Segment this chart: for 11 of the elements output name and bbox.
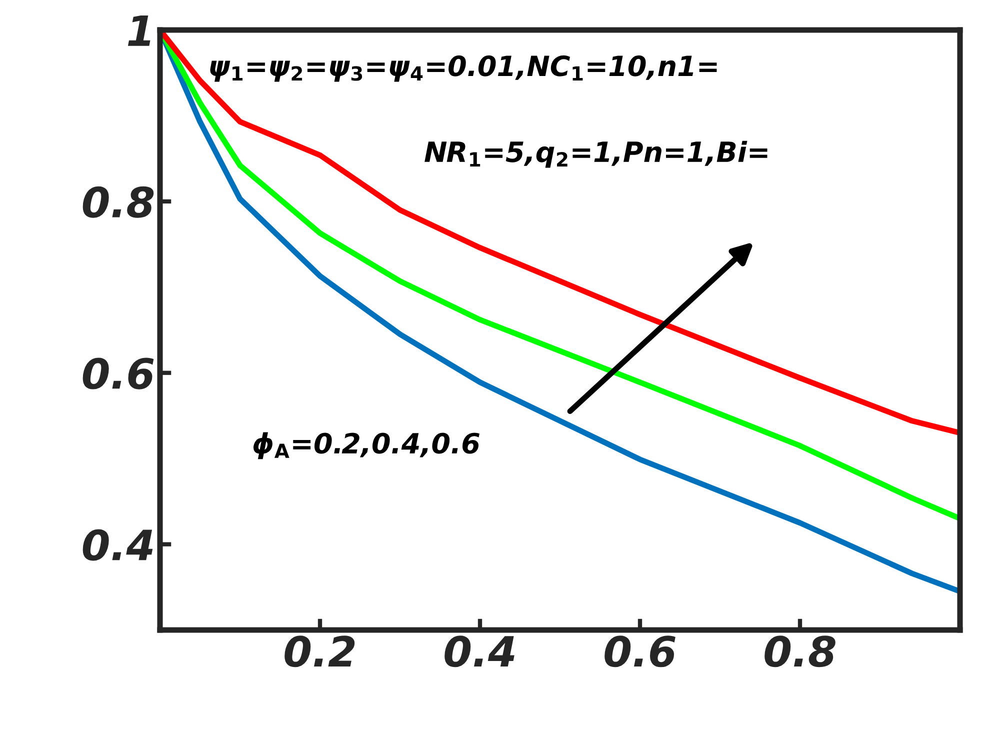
text: ψ$_{1}$=ψ$_{2}$=ψ$_{3}$=ψ$_{4}$=0.01,NC$_{1}$=10,n1=: [210, 55, 717, 82]
y-tick-label: 1: [128, 15, 150, 46]
x-tick-label: 0.2: [284, 636, 355, 668]
annotation: ϕ$_{A}$=0.2,0.4,0.6: [253, 432, 480, 460]
x-tick-label: 0.6: [604, 636, 676, 668]
annotation: NR$_{1}$=5,q$_{2}$=1,Pn=1,Bi=: [424, 140, 768, 168]
x-tick-label: 0.8: [764, 636, 836, 668]
y-tick-label: 0.8: [82, 186, 154, 218]
x-tick-label: 0.4: [444, 636, 514, 668]
y-tick-label: 0.4: [82, 529, 153, 561]
y-tick-label: 0.6: [82, 358, 154, 390]
